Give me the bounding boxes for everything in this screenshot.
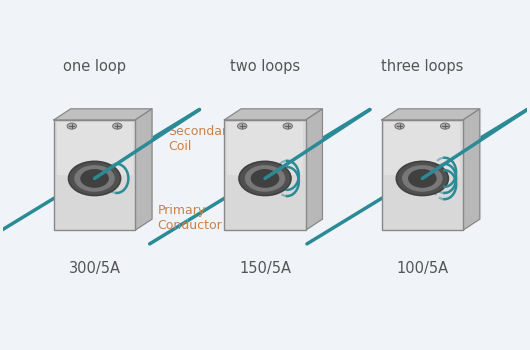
Text: 150/5A: 150/5A xyxy=(239,261,291,276)
Circle shape xyxy=(245,165,285,192)
Polygon shape xyxy=(463,109,480,230)
Circle shape xyxy=(395,123,404,129)
Circle shape xyxy=(402,165,443,192)
Circle shape xyxy=(112,123,122,129)
Bar xyxy=(224,120,306,230)
Circle shape xyxy=(237,123,247,129)
Circle shape xyxy=(283,123,293,129)
Circle shape xyxy=(239,161,291,196)
Text: Secondary
Coil: Secondary Coil xyxy=(168,125,234,153)
Polygon shape xyxy=(382,109,480,120)
Circle shape xyxy=(80,169,109,188)
Circle shape xyxy=(67,123,76,129)
Text: 100/5A: 100/5A xyxy=(396,261,448,276)
Bar xyxy=(227,121,303,175)
Bar xyxy=(57,121,132,175)
Bar xyxy=(382,120,463,230)
Text: three loops: three loops xyxy=(381,60,464,75)
Circle shape xyxy=(251,169,279,188)
Bar xyxy=(54,120,135,230)
Circle shape xyxy=(68,161,120,196)
Text: two loops: two loops xyxy=(230,60,300,75)
Text: 300/5A: 300/5A xyxy=(68,261,120,276)
Text: Primary
Conductor: Primary Conductor xyxy=(157,204,222,232)
Bar xyxy=(384,121,461,175)
Polygon shape xyxy=(135,109,152,230)
Text: one loop: one loop xyxy=(63,60,126,75)
Polygon shape xyxy=(54,109,152,120)
Polygon shape xyxy=(306,109,322,230)
Polygon shape xyxy=(224,109,322,120)
Circle shape xyxy=(74,165,115,192)
Circle shape xyxy=(408,169,437,188)
Circle shape xyxy=(396,161,448,196)
Circle shape xyxy=(440,123,450,129)
